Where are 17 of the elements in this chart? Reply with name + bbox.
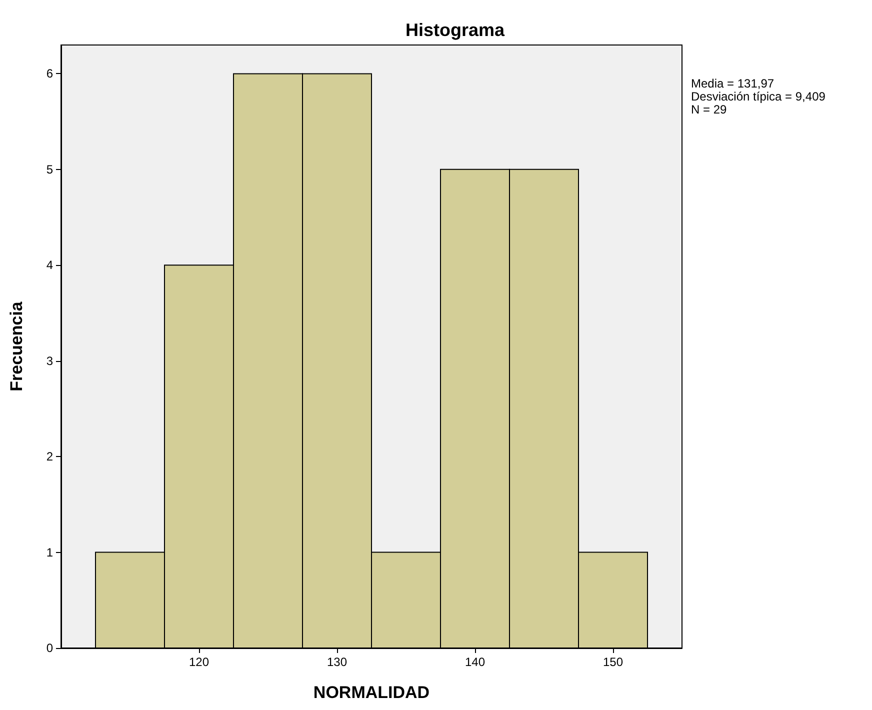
y-tick-label: 6 [46,66,54,81]
y-axis-title: Frecuencia [7,301,26,392]
text: N = 29 [691,102,728,116]
y-tick-label: 1 [46,545,54,560]
chart-title: Histograma [405,20,506,40]
x-tick-label: 140 [464,655,486,669]
y-tick-label: 0 [46,641,54,655]
y-tick-label: 3 [46,354,54,368]
x-axis-title: NORMALIDAD [313,683,430,702]
text: Desviación típica = 9,409 [691,90,826,104]
x-tick-label: 130 [326,655,348,669]
x-tick-label: 120 [188,655,210,669]
text: Media = 131,97 [691,76,774,90]
y-tick-label: 5 [46,162,54,176]
x-tick-label: 150 [602,655,624,669]
y-tick-label: 4 [46,258,54,272]
y-tick-label: 2 [46,450,54,464]
